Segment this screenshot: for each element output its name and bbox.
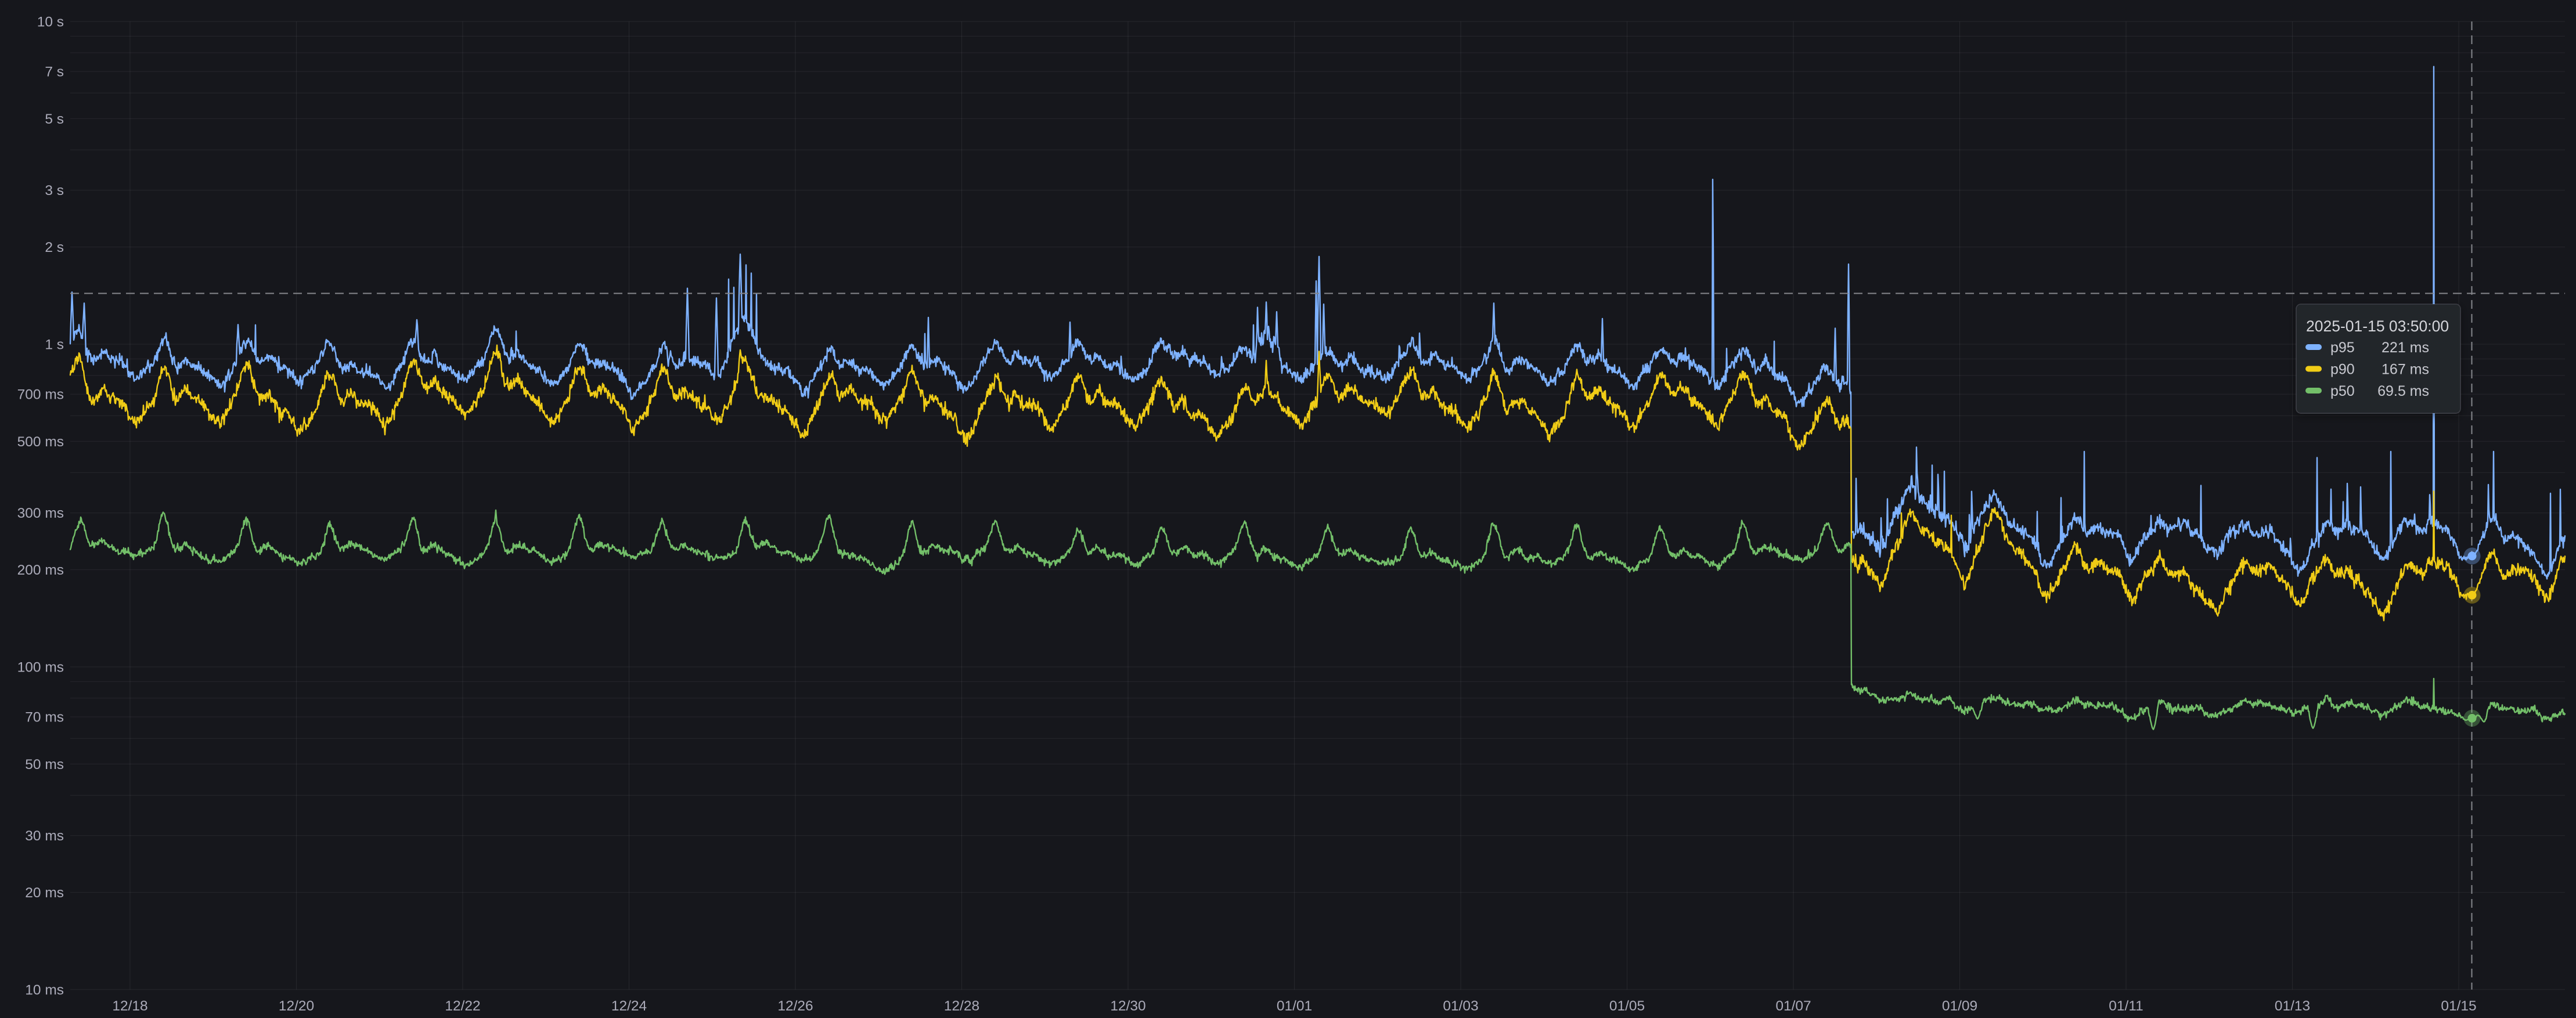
svg-text:10 s: 10 s <box>37 15 64 30</box>
svg-text:221 ms: 221 ms <box>2382 340 2429 356</box>
svg-text:5 s: 5 s <box>45 111 64 127</box>
svg-text:50 ms: 50 ms <box>25 757 64 772</box>
svg-text:300 ms: 300 ms <box>17 506 64 521</box>
svg-text:01/03: 01/03 <box>1443 998 1478 1014</box>
svg-text:12/22: 12/22 <box>445 998 480 1014</box>
svg-text:p50: p50 <box>2330 383 2355 399</box>
svg-text:700 ms: 700 ms <box>17 387 64 403</box>
svg-text:12/20: 12/20 <box>279 998 314 1014</box>
svg-text:69.5 ms: 69.5 ms <box>2377 383 2429 399</box>
svg-text:2025-01-15 03:50:00: 2025-01-15 03:50:00 <box>2306 317 2449 335</box>
svg-text:30 ms: 30 ms <box>25 828 64 844</box>
svg-text:167 ms: 167 ms <box>2382 362 2429 378</box>
svg-text:10 ms: 10 ms <box>25 983 64 998</box>
svg-text:01/13: 01/13 <box>2275 998 2310 1014</box>
svg-text:12/30: 12/30 <box>1110 998 1145 1014</box>
svg-text:70 ms: 70 ms <box>25 710 64 725</box>
svg-text:p95: p95 <box>2330 340 2355 356</box>
svg-text:200 ms: 200 ms <box>17 562 64 578</box>
svg-text:01/09: 01/09 <box>1942 998 1977 1014</box>
svg-text:01/01: 01/01 <box>1277 998 1312 1014</box>
svg-text:3 s: 3 s <box>45 183 64 198</box>
svg-text:2 s: 2 s <box>45 240 64 255</box>
svg-text:100 ms: 100 ms <box>17 660 64 676</box>
svg-text:01/15: 01/15 <box>2441 998 2476 1014</box>
svg-text:12/26: 12/26 <box>777 998 813 1014</box>
svg-text:500 ms: 500 ms <box>17 434 64 450</box>
svg-text:12/24: 12/24 <box>611 998 647 1014</box>
svg-text:01/05: 01/05 <box>1609 998 1645 1014</box>
svg-text:7 s: 7 s <box>45 64 64 80</box>
svg-text:01/07: 01/07 <box>1775 998 1811 1014</box>
svg-text:12/18: 12/18 <box>112 998 147 1014</box>
svg-text:20 ms: 20 ms <box>25 885 64 901</box>
svg-text:12/28: 12/28 <box>944 998 979 1014</box>
svg-text:p90: p90 <box>2330 362 2355 378</box>
svg-text:1 s: 1 s <box>45 337 64 353</box>
svg-text:01/11: 01/11 <box>2109 998 2143 1014</box>
